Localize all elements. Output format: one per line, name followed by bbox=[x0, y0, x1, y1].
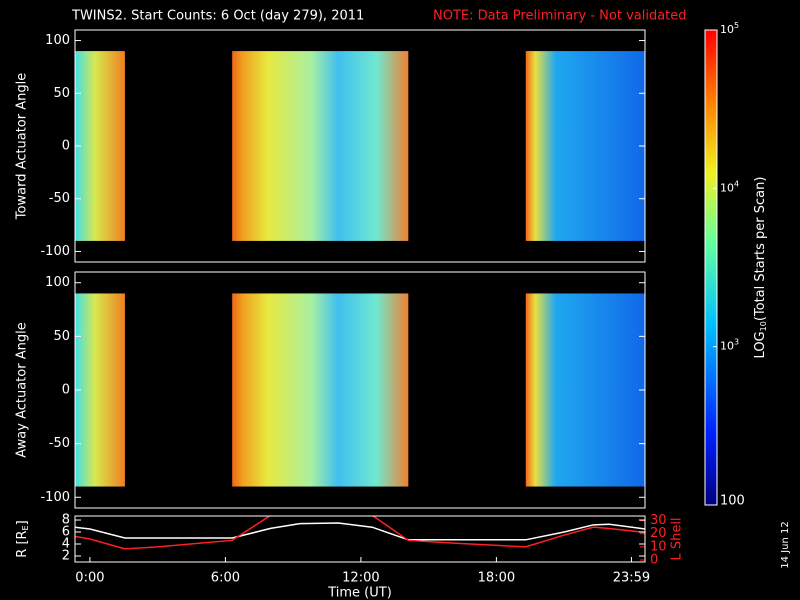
title: TWINS2. Start Counts: 6 Oct (day 279), 2… bbox=[71, 9, 364, 24]
y-tick-label: 6 bbox=[62, 525, 70, 540]
spectrogram-block bbox=[232, 293, 409, 487]
y-tick-label: -100 bbox=[40, 244, 70, 259]
panel-frame bbox=[74, 29, 646, 263]
x-tick-label: 23:59 bbox=[613, 571, 650, 586]
y-tick-label: -100 bbox=[40, 490, 70, 505]
colorbar-tick-label: 103 bbox=[720, 337, 739, 353]
tick-base: 10 bbox=[720, 340, 734, 353]
spectrogram-block bbox=[525, 51, 645, 241]
colorbar-tick-label: 105 bbox=[720, 21, 739, 37]
tick-exponent: 3 bbox=[734, 337, 739, 346]
y-tick-label: 50 bbox=[53, 329, 70, 344]
x-tick-label: 12:00 bbox=[342, 571, 379, 586]
panel-frame bbox=[74, 271, 646, 509]
spectrogram-block bbox=[75, 293, 125, 487]
lines bbox=[75, 516, 645, 550]
x-tick-label: 0:00 bbox=[75, 571, 104, 586]
colorbar-label: LOG10(Total Starts per Scan) bbox=[753, 177, 768, 359]
spectrogram-block bbox=[525, 293, 645, 487]
y-tick-label: 100 bbox=[45, 33, 70, 48]
y-tick-label: 2 bbox=[62, 549, 70, 564]
y2-tick-label: 30 bbox=[650, 513, 667, 528]
y-axis-label: Away Actuator Angle bbox=[15, 322, 30, 457]
colorbar-tick-label: 100 bbox=[720, 494, 745, 509]
note: NOTE: Data Preliminary - Not validated bbox=[433, 9, 687, 24]
spectrogram-block bbox=[232, 51, 409, 241]
tick-exponent: 4 bbox=[734, 179, 739, 188]
y-tick-label: 50 bbox=[53, 86, 70, 101]
y2-tick-label: 20 bbox=[650, 526, 667, 541]
y-axis-label-part: E bbox=[21, 525, 30, 530]
y-tick-label: -50 bbox=[49, 191, 70, 206]
date-stamp: 14 Jun 12 bbox=[780, 521, 791, 568]
spectrogram-block bbox=[75, 51, 125, 241]
y-tick-label: 4 bbox=[62, 537, 70, 552]
y-tick-label: 0 bbox=[62, 139, 70, 154]
colorbar-label-part: 10 bbox=[759, 321, 768, 331]
colorbar-tick-label: 104 bbox=[720, 179, 739, 195]
y-tick-label: -50 bbox=[49, 436, 70, 451]
x-tick-label: 18:00 bbox=[478, 571, 515, 586]
y2-axis-label: L Shell bbox=[670, 517, 685, 560]
line-series bbox=[75, 516, 645, 550]
colorbar-label-part: (Total Starts per Scan) bbox=[753, 177, 768, 322]
line-series bbox=[75, 522, 645, 541]
y-tick-label: 0 bbox=[62, 383, 70, 398]
y-tick-label: 100 bbox=[45, 275, 70, 290]
y-axis-label-part: ] bbox=[15, 520, 30, 525]
y2-tick-label: 10 bbox=[650, 539, 667, 554]
y-axis-label: Toward Actuator Angle bbox=[15, 73, 30, 220]
tick-base: 10 bbox=[720, 23, 734, 36]
x-axis-label: Time (UT) bbox=[327, 586, 392, 600]
y-tick-label: 8 bbox=[62, 513, 70, 528]
colorbar-label-part: LOG bbox=[753, 331, 768, 358]
tick-base: 10 bbox=[720, 181, 734, 194]
y-axis-label-part: R [R bbox=[15, 530, 30, 557]
x-tick-label: 6:00 bbox=[211, 571, 240, 586]
panel-frame bbox=[74, 515, 646, 563]
y-axis-label: R [RE] bbox=[15, 520, 30, 557]
tick-exponent: 5 bbox=[734, 21, 739, 30]
y2-tick-label: 0 bbox=[650, 553, 658, 568]
colorbar bbox=[704, 29, 718, 506]
